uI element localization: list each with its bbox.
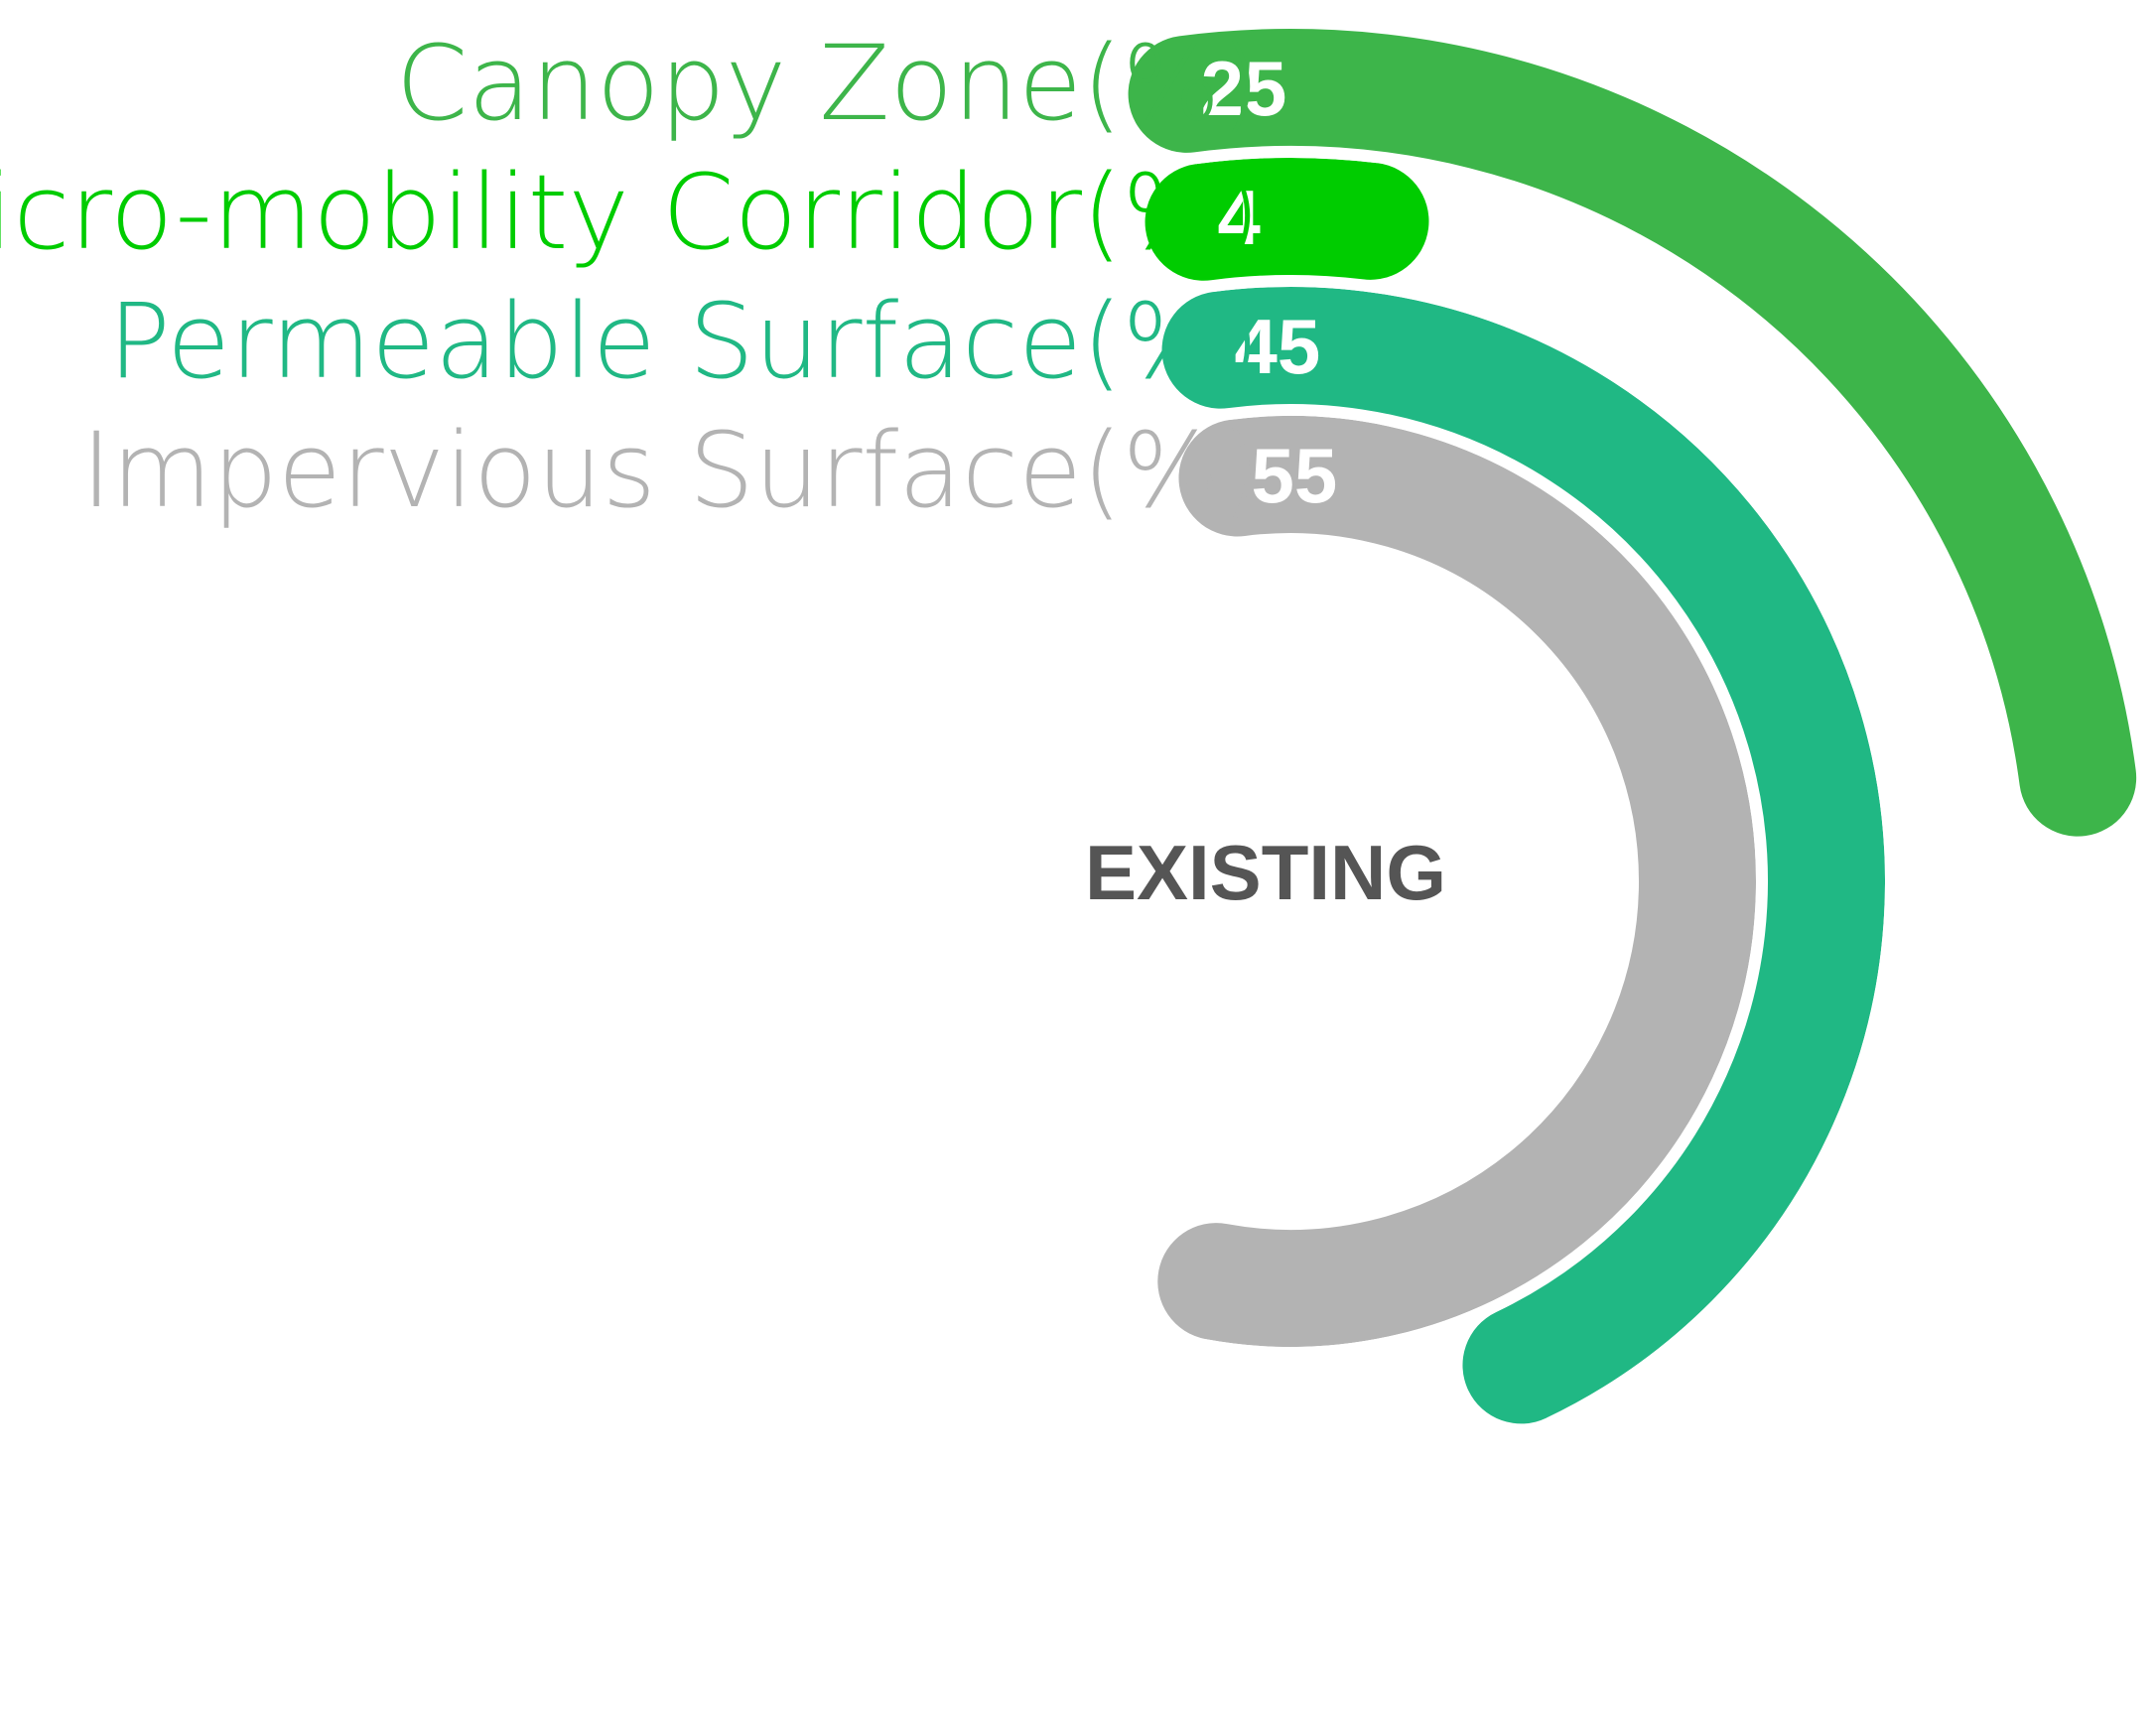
ring-separator [1204,410,1762,1353]
category-label-canopy-zone: Canopy Zone(%) [396,23,1261,144]
value-label-impervious-surface: 55 [1251,432,1337,519]
category-label-micro-mobility-corridor: Micro-mobility Corridor(%) [0,152,1261,273]
value-label-micro-mobility-corridor: 4 [1218,174,1261,261]
bar-canopy-zone [1128,29,2137,837]
ring-separator [1212,281,1891,1424]
ring-separator [1195,152,1379,165]
value-label-canopy-zone: 25 [1201,45,1287,132]
category-label-permeable-surface: Permeable Surface(%) [108,281,1261,402]
category-label-impervious-surface: Impervious Surface(%) [81,410,1261,531]
bar-impervious-surface [1157,416,1756,1347]
value-label-permeable-surface: 45 [1235,303,1321,390]
bar-permeable-surface [1161,287,1885,1424]
chart-title: EXISTING [1085,829,1446,916]
arcs-layer [1128,29,2137,1424]
bar-micro-mobility-corridor [1145,158,1429,281]
